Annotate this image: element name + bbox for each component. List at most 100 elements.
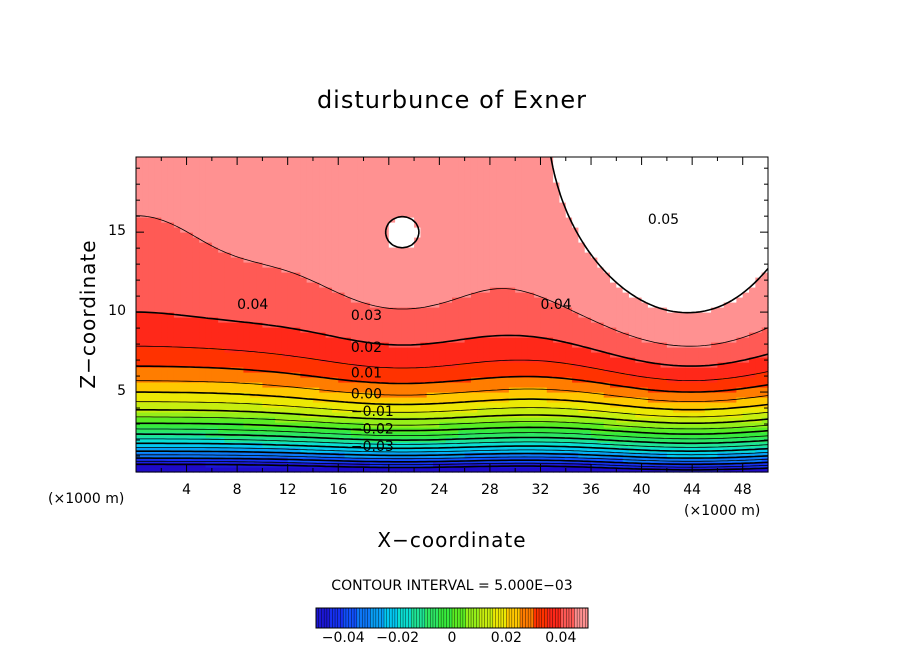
contour-cell: [565, 327, 573, 333]
contour-cell: [515, 202, 523, 208]
contour-cell: [205, 417, 213, 423]
contour-cell: [136, 282, 143, 288]
contour-cell: [142, 367, 150, 373]
contour-cell: [616, 432, 624, 438]
contour-cell: [224, 322, 232, 328]
contour-cell: [224, 222, 232, 228]
contour-cell: [445, 162, 453, 168]
contour-cell: [572, 322, 579, 328]
contour-cell: [515, 462, 523, 468]
contour-cell: [521, 177, 529, 183]
contour-cell: [237, 382, 245, 388]
contour-cell: [325, 462, 333, 468]
contour-cell: [534, 267, 542, 273]
contour-cell: [350, 247, 358, 253]
contour-cell: [344, 442, 352, 448]
contour-cell: [376, 372, 384, 378]
contour-cell: [401, 407, 409, 413]
contour-cell: [433, 247, 440, 253]
contour-cell: [433, 352, 440, 358]
contour-cell: [369, 197, 377, 203]
contour-cell: [224, 337, 232, 343]
contour-cell: [483, 167, 491, 173]
contour-cell: [294, 407, 301, 413]
contour-cell: [445, 232, 453, 238]
contour-cell: [186, 397, 194, 403]
contour-cell: [224, 402, 232, 408]
contour-cell: [603, 252, 611, 258]
contour-cell: [161, 212, 169, 218]
contour-cell: [167, 157, 175, 163]
contour-cell: [287, 267, 295, 273]
contour-cell: [199, 302, 207, 308]
contour-cell: [559, 317, 567, 323]
contour-cell: [458, 387, 466, 393]
contour-cell: [553, 467, 561, 473]
contour-cell: [426, 267, 434, 273]
contour-cell: [237, 402, 245, 408]
contour-cell: [325, 222, 333, 228]
contour-cell: [603, 297, 611, 303]
contour-cell: [281, 257, 289, 263]
contour-cell: [211, 252, 219, 258]
contour-cell: [489, 317, 497, 323]
contour-cell: [306, 217, 314, 223]
contour-cell: [262, 362, 270, 368]
contour-cell: [237, 192, 245, 198]
contour-cell: [591, 207, 598, 213]
contour-cell: [363, 157, 371, 163]
contour-cell: [148, 457, 156, 463]
contour-cell: [553, 362, 561, 368]
contour-cell: [610, 272, 617, 278]
contour-cell: [186, 157, 194, 163]
contour-cell: [464, 332, 472, 338]
contour-cell: [357, 287, 365, 293]
contour-cell: [192, 447, 200, 453]
contour-cell: [199, 187, 207, 193]
contour-cell: [546, 277, 554, 283]
contour-cell: [439, 447, 447, 453]
contour-cell: [426, 442, 434, 448]
contour-cell: [192, 392, 200, 398]
contour-cell: [445, 282, 453, 288]
contour-cell: [616, 397, 624, 403]
contour-cell: [407, 307, 415, 313]
contour-cell: [363, 232, 371, 238]
contour-cell: [502, 322, 510, 328]
contour-cell: [395, 302, 403, 308]
contour-cell: [483, 267, 491, 273]
contour-cell: [357, 202, 365, 208]
contour-cell: [439, 347, 447, 353]
contour-cell: [540, 262, 548, 268]
contour-cell: [559, 467, 567, 473]
contour-cell: [496, 167, 504, 173]
contour-cell: [142, 397, 150, 403]
contour-cell: [154, 337, 162, 343]
contour-cell: [559, 217, 567, 223]
contour-cell: [211, 172, 219, 178]
contour-cell: [325, 367, 333, 373]
contour-cell: [312, 427, 320, 433]
contour-cell: [426, 432, 434, 438]
contour-cell: [256, 467, 263, 473]
contour-cell: [268, 307, 276, 313]
contour-cell: [591, 362, 598, 368]
contour-cell: [508, 162, 516, 168]
contour-cell: [464, 212, 472, 218]
contour-cell: [363, 282, 371, 288]
contour-cell: [470, 252, 478, 258]
contour-cell: [154, 422, 162, 428]
contour-cell: [331, 457, 339, 463]
contour-cell: [186, 257, 194, 263]
contour-cell: [597, 407, 605, 413]
contour-cell: [395, 217, 403, 223]
contour-cell: [344, 317, 352, 323]
contour-cell: [584, 212, 592, 218]
contour-cell: [262, 312, 270, 318]
contour-cell: [628, 282, 636, 288]
contour-cell: [401, 177, 409, 183]
contour-cell: [521, 402, 529, 408]
contour-cell: [382, 192, 390, 198]
contour-cell: [401, 447, 409, 453]
contour-cell: [300, 337, 308, 343]
